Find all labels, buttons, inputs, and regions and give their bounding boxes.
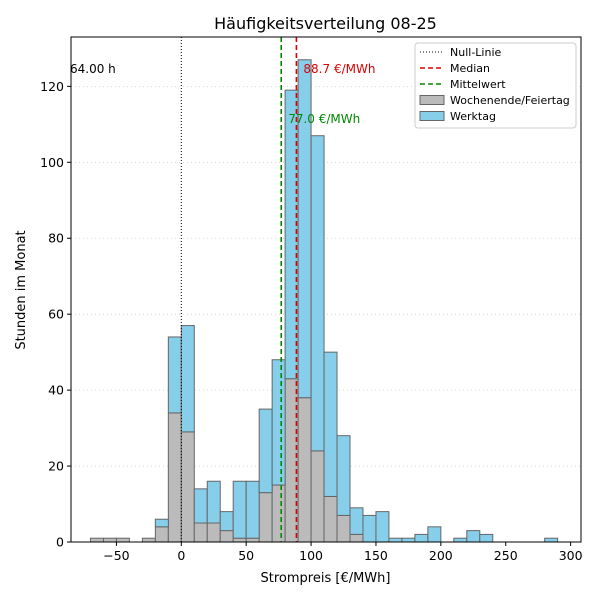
bar-werktag: [310, 135, 325, 452]
bar-wochenende: [141, 537, 156, 543]
bar-wochenende: [271, 484, 286, 543]
bar-wochenende: [219, 530, 234, 543]
bar-werktag: [349, 507, 364, 535]
bar-werktag: [427, 526, 442, 543]
bar-werktag: [336, 435, 351, 516]
bar-wochenende: [323, 495, 338, 543]
x-tick-label: 300: [559, 548, 583, 563]
legend-entry: Wochenende/Feiertag: [450, 94, 570, 107]
bar-werktag: [271, 359, 286, 486]
y-tick-label: 120: [40, 79, 64, 94]
bar-wochenende: [297, 397, 312, 543]
mean-annotation: 77.0 €/MWh: [288, 112, 360, 126]
x-axis: −50 0 50 100 150 200 250 300: [103, 542, 583, 563]
y-tick-label: 60: [48, 307, 64, 322]
bar-wochenende: [310, 450, 325, 543]
x-tick-label: −50: [103, 548, 129, 563]
bar-werktag: [297, 59, 312, 399]
bar-wochenende: [232, 537, 247, 543]
x-tick-label: 150: [364, 548, 388, 563]
bar-werktag: [362, 514, 377, 543]
bar-werktag: [466, 530, 481, 543]
y-tick-label: 20: [48, 459, 64, 474]
null-line-annotation: 64.00 h: [70, 62, 116, 76]
chart-title: Häufigkeitsverteilung 08-25: [214, 14, 437, 33]
bar-wochenende: [115, 537, 130, 543]
bar-werktag: [479, 533, 494, 543]
bar-werktag: [414, 533, 429, 543]
bar-werktag: [167, 336, 182, 414]
bar-werktag: [544, 537, 559, 543]
y-axis: 0 20 40 60 80 100 120: [40, 79, 71, 550]
x-tick-label: 0: [177, 548, 185, 563]
bar-werktag: [258, 408, 273, 494]
bar-wochenende: [206, 522, 221, 543]
bars: [89, 59, 559, 543]
median-annotation: 88.7 €/MWh: [303, 62, 375, 76]
y-tick-label: 0: [56, 535, 64, 550]
bar-wochenende: [336, 514, 351, 543]
legend-entry: Null-Linie: [450, 46, 501, 59]
x-tick-label: 50: [238, 548, 254, 563]
y-tick-label: 40: [48, 383, 64, 398]
bar-werktag: [401, 537, 416, 543]
bar-wochenende: [258, 492, 273, 543]
legend-entry: Werktag: [450, 110, 496, 123]
legend-swatch-patch: [419, 111, 445, 121]
legend: Null-Linie Median Mittelwert Wochenende/Fei…: [414, 42, 577, 129]
legend-entry: Median: [450, 62, 490, 75]
bar-wochenende: [89, 537, 104, 543]
legend-swatch-patch: [419, 95, 445, 105]
bar-werktag: [323, 351, 338, 497]
bar-werktag: [375, 511, 390, 543]
y-tick-label: 100: [40, 155, 64, 170]
x-axis-label: Strompreis [€/MWh]: [261, 571, 391, 586]
x-tick-label: 200: [429, 548, 453, 563]
bar-wochenende: [167, 412, 182, 543]
x-tick-label: 250: [494, 548, 518, 563]
bar-wochenende: [349, 533, 364, 543]
bar-wochenende: [102, 537, 117, 543]
bar-werktag: [219, 511, 234, 532]
bar-werktag: [154, 518, 169, 528]
bar-werktag: [245, 480, 260, 539]
bar-werktag: [180, 325, 195, 433]
annotations: 64.00 h 88.7 €/MWh 77.0 €/MWh: [70, 62, 375, 126]
bar-wochenende: [180, 431, 195, 543]
bar-werktag: [232, 480, 247, 539]
legend-box: [414, 42, 577, 129]
bar-wochenende: [154, 526, 169, 543]
reference-lines: [180, 37, 298, 542]
bar-wochenende: [193, 522, 208, 543]
bar-werktag: [453, 537, 468, 543]
legend-entry: Mittelwert: [450, 78, 506, 91]
bar-wochenende: [245, 537, 260, 543]
bar-werktag: [388, 537, 403, 543]
y-tick-label: 80: [48, 231, 64, 246]
x-tick-label: 100: [299, 548, 323, 563]
bar-werktag: [206, 480, 221, 524]
bar-werktag: [193, 488, 208, 524]
y-axis-label: Stunden im Monat: [14, 230, 29, 349]
plot-frame: [70, 36, 582, 543]
